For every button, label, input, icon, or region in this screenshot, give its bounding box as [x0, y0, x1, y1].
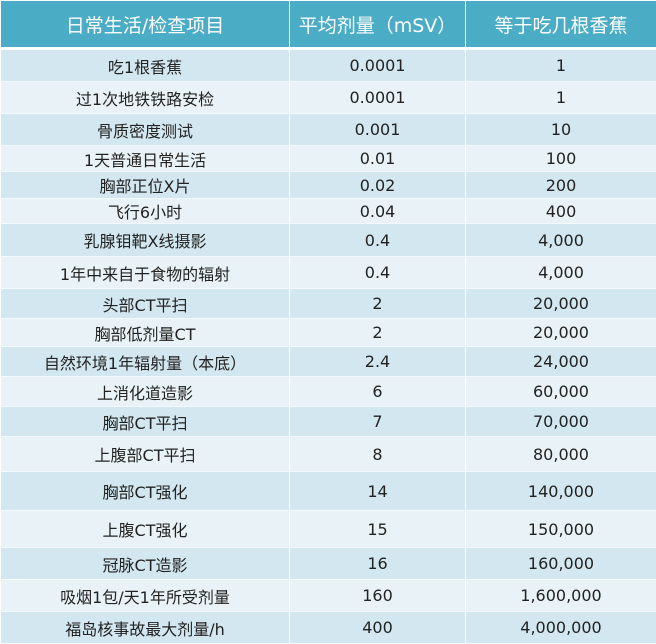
banana-cell: 10	[466, 114, 656, 146]
dose-cell: 7	[290, 407, 466, 437]
item-cell: 胸部正位X片	[1, 172, 290, 199]
dose-cell: 0.04	[290, 199, 466, 224]
banana-cell: 20,000	[466, 289, 656, 319]
banana-cell: 140,000	[466, 472, 656, 511]
dose-cell: 160	[290, 580, 466, 612]
dose-cell: 0.4	[290, 224, 466, 257]
item-cell: 上腹CT强化	[1, 511, 290, 548]
dose-cell: 2	[290, 289, 466, 319]
item-cell: 上腹部CT平扫	[1, 437, 290, 472]
dose-cell: 15	[290, 511, 466, 548]
banana-cell: 4,000,000	[466, 612, 656, 644]
banana-cell: 70,000	[466, 407, 656, 437]
item-cell: 胸部CT平扫	[1, 407, 290, 437]
banana-cell: 160,000	[466, 548, 656, 580]
item-cell: 吸烟1包/天1年所受剂量	[1, 580, 290, 612]
dose-cell: 2	[290, 319, 466, 347]
item-cell: 过1次地铁铁路安检	[1, 82, 290, 114]
dose-cell: 0.001	[290, 114, 466, 146]
banana-cell: 80,000	[466, 437, 656, 472]
dose-cell: 16	[290, 548, 466, 580]
banana-cell: 24,000	[466, 347, 656, 377]
dose-cell: 8	[290, 437, 466, 472]
banana-cell: 1	[466, 82, 656, 114]
banana-cell: 100	[466, 146, 656, 172]
item-cell: 头部CT平扫	[1, 289, 290, 319]
dose-cell: 14	[290, 472, 466, 511]
item-cell: 骨质密度测试	[1, 114, 290, 146]
dose-cell: 0.4	[290, 257, 466, 289]
dose-cell: 0.0001	[290, 82, 466, 114]
item-cell: 1天普通日常生活	[1, 146, 290, 172]
item-cell: 乳腺钼靶X线摄影	[1, 224, 290, 257]
dose-cell: 0.02	[290, 172, 466, 199]
item-cell: 福岛核事故最大剂量/h	[1, 612, 290, 644]
item-cell: 自然环境1年辐射量（本底）	[1, 347, 290, 377]
item-cell: 1年中来自于食物的辐射	[1, 257, 290, 289]
item-cell: 飞行6小时	[1, 199, 290, 224]
banana-cell: 400	[466, 199, 656, 224]
banana-cell: 1	[466, 49, 656, 82]
item-cell: 胸部低剂量CT	[1, 319, 290, 347]
banana-cell: 20,000	[466, 319, 656, 347]
dose-cell: 0.0001	[290, 49, 466, 82]
banana-cell: 4,000	[466, 257, 656, 289]
dose-cell: 400	[290, 612, 466, 644]
header-bananas: 等于吃几根香蕉	[466, 1, 656, 49]
header-item: 日常生活/检查项目	[1, 1, 290, 49]
item-cell: 上消化道造影	[1, 377, 290, 407]
item-cell: 冠脉CT造影	[1, 548, 290, 580]
header-row: 日常生活/检查项目 平均剂量（mSV） 等于吃几根香蕉	[1, 1, 656, 49]
dose-cell: 0.01	[290, 146, 466, 172]
banana-cell: 60,000	[466, 377, 656, 407]
dose-cell: 6	[290, 377, 466, 407]
banana-cell: 200	[466, 172, 656, 199]
dose-cell: 2.4	[290, 347, 466, 377]
item-cell: 胸部CT强化	[1, 472, 290, 511]
item-cell: 吃1根香蕉	[1, 49, 290, 82]
banana-cell: 150,000	[466, 511, 656, 548]
banana-cell: 1,600,000	[466, 580, 656, 612]
header-dose: 平均剂量（mSV）	[290, 1, 466, 49]
banana-cell: 4,000	[466, 224, 656, 257]
